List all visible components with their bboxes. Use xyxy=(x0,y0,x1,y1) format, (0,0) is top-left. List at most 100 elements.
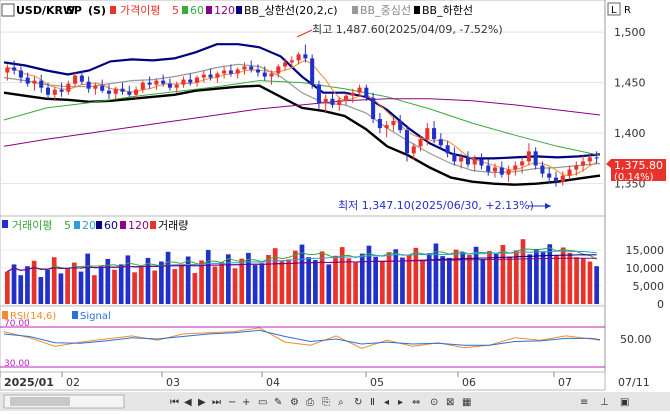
pin-icon[interactable]: ⊥ xyxy=(600,397,609,408)
scrollbar-thumb[interactable] xyxy=(10,397,70,406)
rsi-axis: 50.00 xyxy=(620,333,652,346)
volume-bar xyxy=(406,254,412,304)
last-icon[interactable]: ⏭ xyxy=(212,397,221,408)
candle xyxy=(59,82,64,97)
volume-bar xyxy=(487,251,492,304)
symbol-checkbox[interactable] xyxy=(1,3,15,17)
candle xyxy=(12,60,17,75)
time-tick-label: 05 xyxy=(370,376,384,389)
candle xyxy=(18,66,23,83)
volume-bar xyxy=(192,273,198,304)
signal-line xyxy=(3,329,601,346)
volume-bar xyxy=(580,258,586,304)
lock-icon[interactable]: ⊠ xyxy=(446,397,454,408)
window-icon[interactable]: ▣ xyxy=(620,397,629,408)
volume-bar xyxy=(266,255,271,304)
symbol-label[interactable]: USD/KRW xyxy=(16,4,75,17)
grid-icon[interactable]: ▦ xyxy=(462,397,471,408)
candle xyxy=(438,133,443,150)
zoom-in-icon[interactable]: + xyxy=(242,397,250,408)
rsi-tick-label: 50.00 xyxy=(620,333,652,346)
mode-label: (S) xyxy=(88,4,106,17)
current-change: (0.14%) xyxy=(614,172,654,183)
volume-bar xyxy=(306,257,312,304)
candles xyxy=(5,44,599,187)
ma5-line xyxy=(7,59,597,177)
candle xyxy=(418,135,423,152)
volume-bar xyxy=(353,262,358,304)
rsi-line xyxy=(3,327,601,349)
volume-bar xyxy=(380,260,385,304)
draw-icon[interactable]: ✎ xyxy=(274,397,282,408)
candle xyxy=(357,84,362,97)
volume-bar xyxy=(65,268,70,304)
low-annotation-label: 최저 1,347.10(2025/06/30, +2.13%) xyxy=(338,199,534,212)
vol-ma-period-60: 60 xyxy=(104,219,118,232)
scale-toggle-button[interactable] xyxy=(607,2,621,16)
first-icon[interactable]: ⏮ xyxy=(170,397,179,408)
volume-bar xyxy=(31,260,37,304)
refresh-icon[interactable]: ↻ xyxy=(354,397,362,408)
fit-icon[interactable]: ⇔ xyxy=(412,397,420,408)
high-annotation-label: 최고 1,487.60(2025/04/09, -7.52%) xyxy=(312,23,503,36)
scale-toggle-label-2: R xyxy=(624,5,631,16)
vol-ma20-swatch xyxy=(74,221,80,229)
candle xyxy=(249,60,254,73)
zoom-out-icon[interactable]: − xyxy=(228,397,236,408)
menu-icon[interactable]: ≡ xyxy=(580,397,588,408)
candle xyxy=(303,44,308,63)
vol-ma-swatch xyxy=(2,220,8,228)
ma-period-60: 60 xyxy=(190,4,204,17)
scroll-right-icon[interactable]: ▸ xyxy=(398,397,403,408)
candle xyxy=(472,155,477,172)
candle xyxy=(391,116,396,132)
volume-bar xyxy=(453,249,459,304)
candle xyxy=(228,64,233,77)
volume-bar xyxy=(5,271,10,304)
candle xyxy=(316,80,321,109)
volume-bar xyxy=(179,264,184,304)
search-icon[interactable]: ⌕ xyxy=(338,397,344,408)
chart-type-icon[interactable]: ▭ xyxy=(258,397,267,408)
volume-bar xyxy=(98,266,104,304)
volume-bar xyxy=(507,256,512,304)
scroll-left-icon[interactable]: ◂ xyxy=(384,397,389,408)
volume-bar xyxy=(18,275,24,304)
volume-bar xyxy=(420,259,425,304)
settings-icon[interactable]: ⚙ xyxy=(290,397,299,408)
volume-bar xyxy=(567,252,573,304)
save-icon[interactable]: ⎘ xyxy=(322,397,330,408)
candle xyxy=(581,155,586,172)
price-tick-label: 1,400 xyxy=(614,127,646,140)
volume-bar xyxy=(313,260,318,304)
volume-bar xyxy=(51,257,57,304)
vol-ma120-swatch xyxy=(120,221,126,229)
next-icon[interactable]: ▶ xyxy=(198,397,206,408)
prev-icon[interactable]: ◀ xyxy=(184,397,192,408)
volume-ma-line xyxy=(7,247,597,273)
ma-legend-label: 가격이평 xyxy=(120,4,160,17)
volume-ma-lines xyxy=(7,247,597,273)
volume-bar xyxy=(252,265,258,304)
volume-bar xyxy=(359,253,365,304)
volume-bar xyxy=(125,255,131,304)
candle xyxy=(465,151,470,168)
time-tick-label: 07 xyxy=(558,376,572,389)
vol-ma-period-120: 120 xyxy=(128,219,149,232)
candle xyxy=(194,75,200,87)
volume-bar xyxy=(540,252,546,304)
print-icon[interactable]: ⎙ xyxy=(306,397,314,408)
high-annotation: 최고 1,487.60(2025/04/09, -7.52%) xyxy=(296,23,503,38)
candle xyxy=(459,153,464,169)
volume-bar xyxy=(460,252,466,304)
pause-icon[interactable]: Ⅱ xyxy=(370,397,375,408)
candle xyxy=(32,76,37,91)
candle xyxy=(39,74,44,93)
toggle-icon[interactable]: ⊙ xyxy=(430,397,438,408)
ma60-line xyxy=(3,80,601,156)
volume-bar xyxy=(219,262,224,304)
candle xyxy=(323,94,328,113)
current-price-tag: 1,375.80 (0.14%) xyxy=(606,159,666,183)
candle xyxy=(222,66,227,79)
